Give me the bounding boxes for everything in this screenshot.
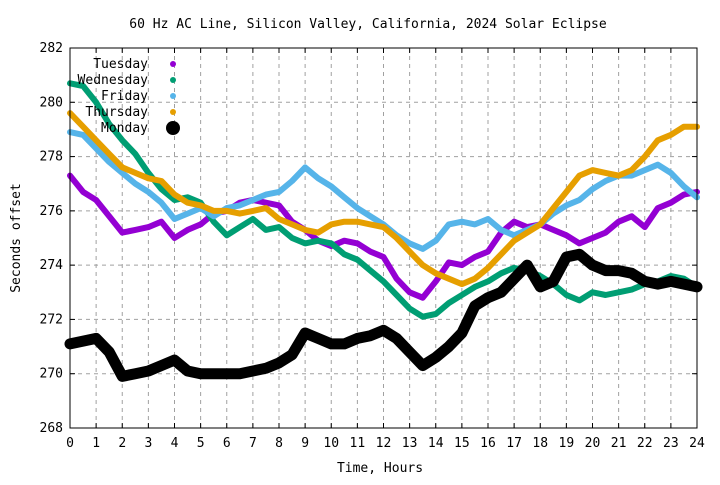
x-tick-label: 11: [350, 436, 366, 451]
x-tick-label: 15: [454, 436, 470, 451]
legend-label: Wednesday: [78, 73, 149, 88]
x-tick-label: 21: [611, 436, 627, 451]
y-axis-label: Seconds offset: [9, 183, 24, 293]
x-tick-label: 13: [402, 436, 418, 451]
y-tick-label: 272: [40, 312, 63, 327]
x-tick-label: 3: [144, 436, 152, 451]
grid-layer: [70, 48, 697, 428]
x-tick-label: 14: [428, 436, 444, 451]
x-tick-label: 18: [532, 436, 548, 451]
series-line-monday: [64, 248, 703, 382]
x-tick-label: 20: [585, 436, 601, 451]
series-line-tuesday: [67, 172, 700, 301]
y-tick-label: 282: [40, 41, 63, 56]
x-axis-label: Time, Hours: [337, 461, 423, 476]
x-tick-label: 17: [506, 436, 522, 451]
legend-marker-monday: [166, 121, 180, 135]
x-tick-label: 12: [376, 436, 392, 451]
series-line-thursday: [67, 110, 700, 288]
series-line-wednesday: [67, 80, 700, 320]
x-tick-label: 19: [559, 436, 575, 451]
legend-label: Thursday: [85, 105, 148, 120]
y-tick-label: 278: [40, 150, 63, 165]
x-tick-label: 4: [171, 436, 179, 451]
x-tick-label: 10: [323, 436, 339, 451]
legend-marker-tuesday: [170, 61, 176, 67]
y-tick-label: 276: [40, 204, 63, 219]
legend-label: Monday: [101, 121, 148, 136]
legend-label: Friday: [101, 89, 148, 104]
x-tick-label: 5: [197, 436, 205, 451]
x-tick-label: 23: [663, 436, 679, 451]
legend-marker-thursday: [170, 109, 176, 115]
x-tick-label: 7: [249, 436, 257, 451]
legend-marker-wednesday: [170, 77, 176, 83]
x-tick-label: 22: [637, 436, 653, 451]
tick-layer: 0 1 2 3 4 5 6 7 8 9 10 11 12 13 14 15 16 17 18 19 20 21 22 23 24…: [40, 41, 705, 451]
x-tick-label: 2: [118, 436, 126, 451]
x-tick-label: 9: [301, 436, 309, 451]
x-tick-label: 6: [223, 436, 231, 451]
x-tick-label: 24: [689, 436, 705, 451]
x-tick-label: 8: [275, 436, 283, 451]
legend-marker-friday: [170, 93, 176, 99]
y-tick-label: 274: [40, 258, 64, 273]
legend-label: Tuesday: [93, 57, 148, 72]
y-tick-label: 280: [40, 95, 63, 110]
x-tick-label: 16: [480, 436, 496, 451]
chart-title: 60 Hz AC Line, Silicon Valley, Californi…: [129, 17, 607, 32]
x-tick-label: 1: [92, 436, 100, 451]
series-layer: [64, 80, 703, 382]
y-tick-label: 270: [40, 367, 63, 382]
y-tick-label: 268: [40, 421, 63, 436]
x-tick-label: 0: [66, 436, 74, 451]
